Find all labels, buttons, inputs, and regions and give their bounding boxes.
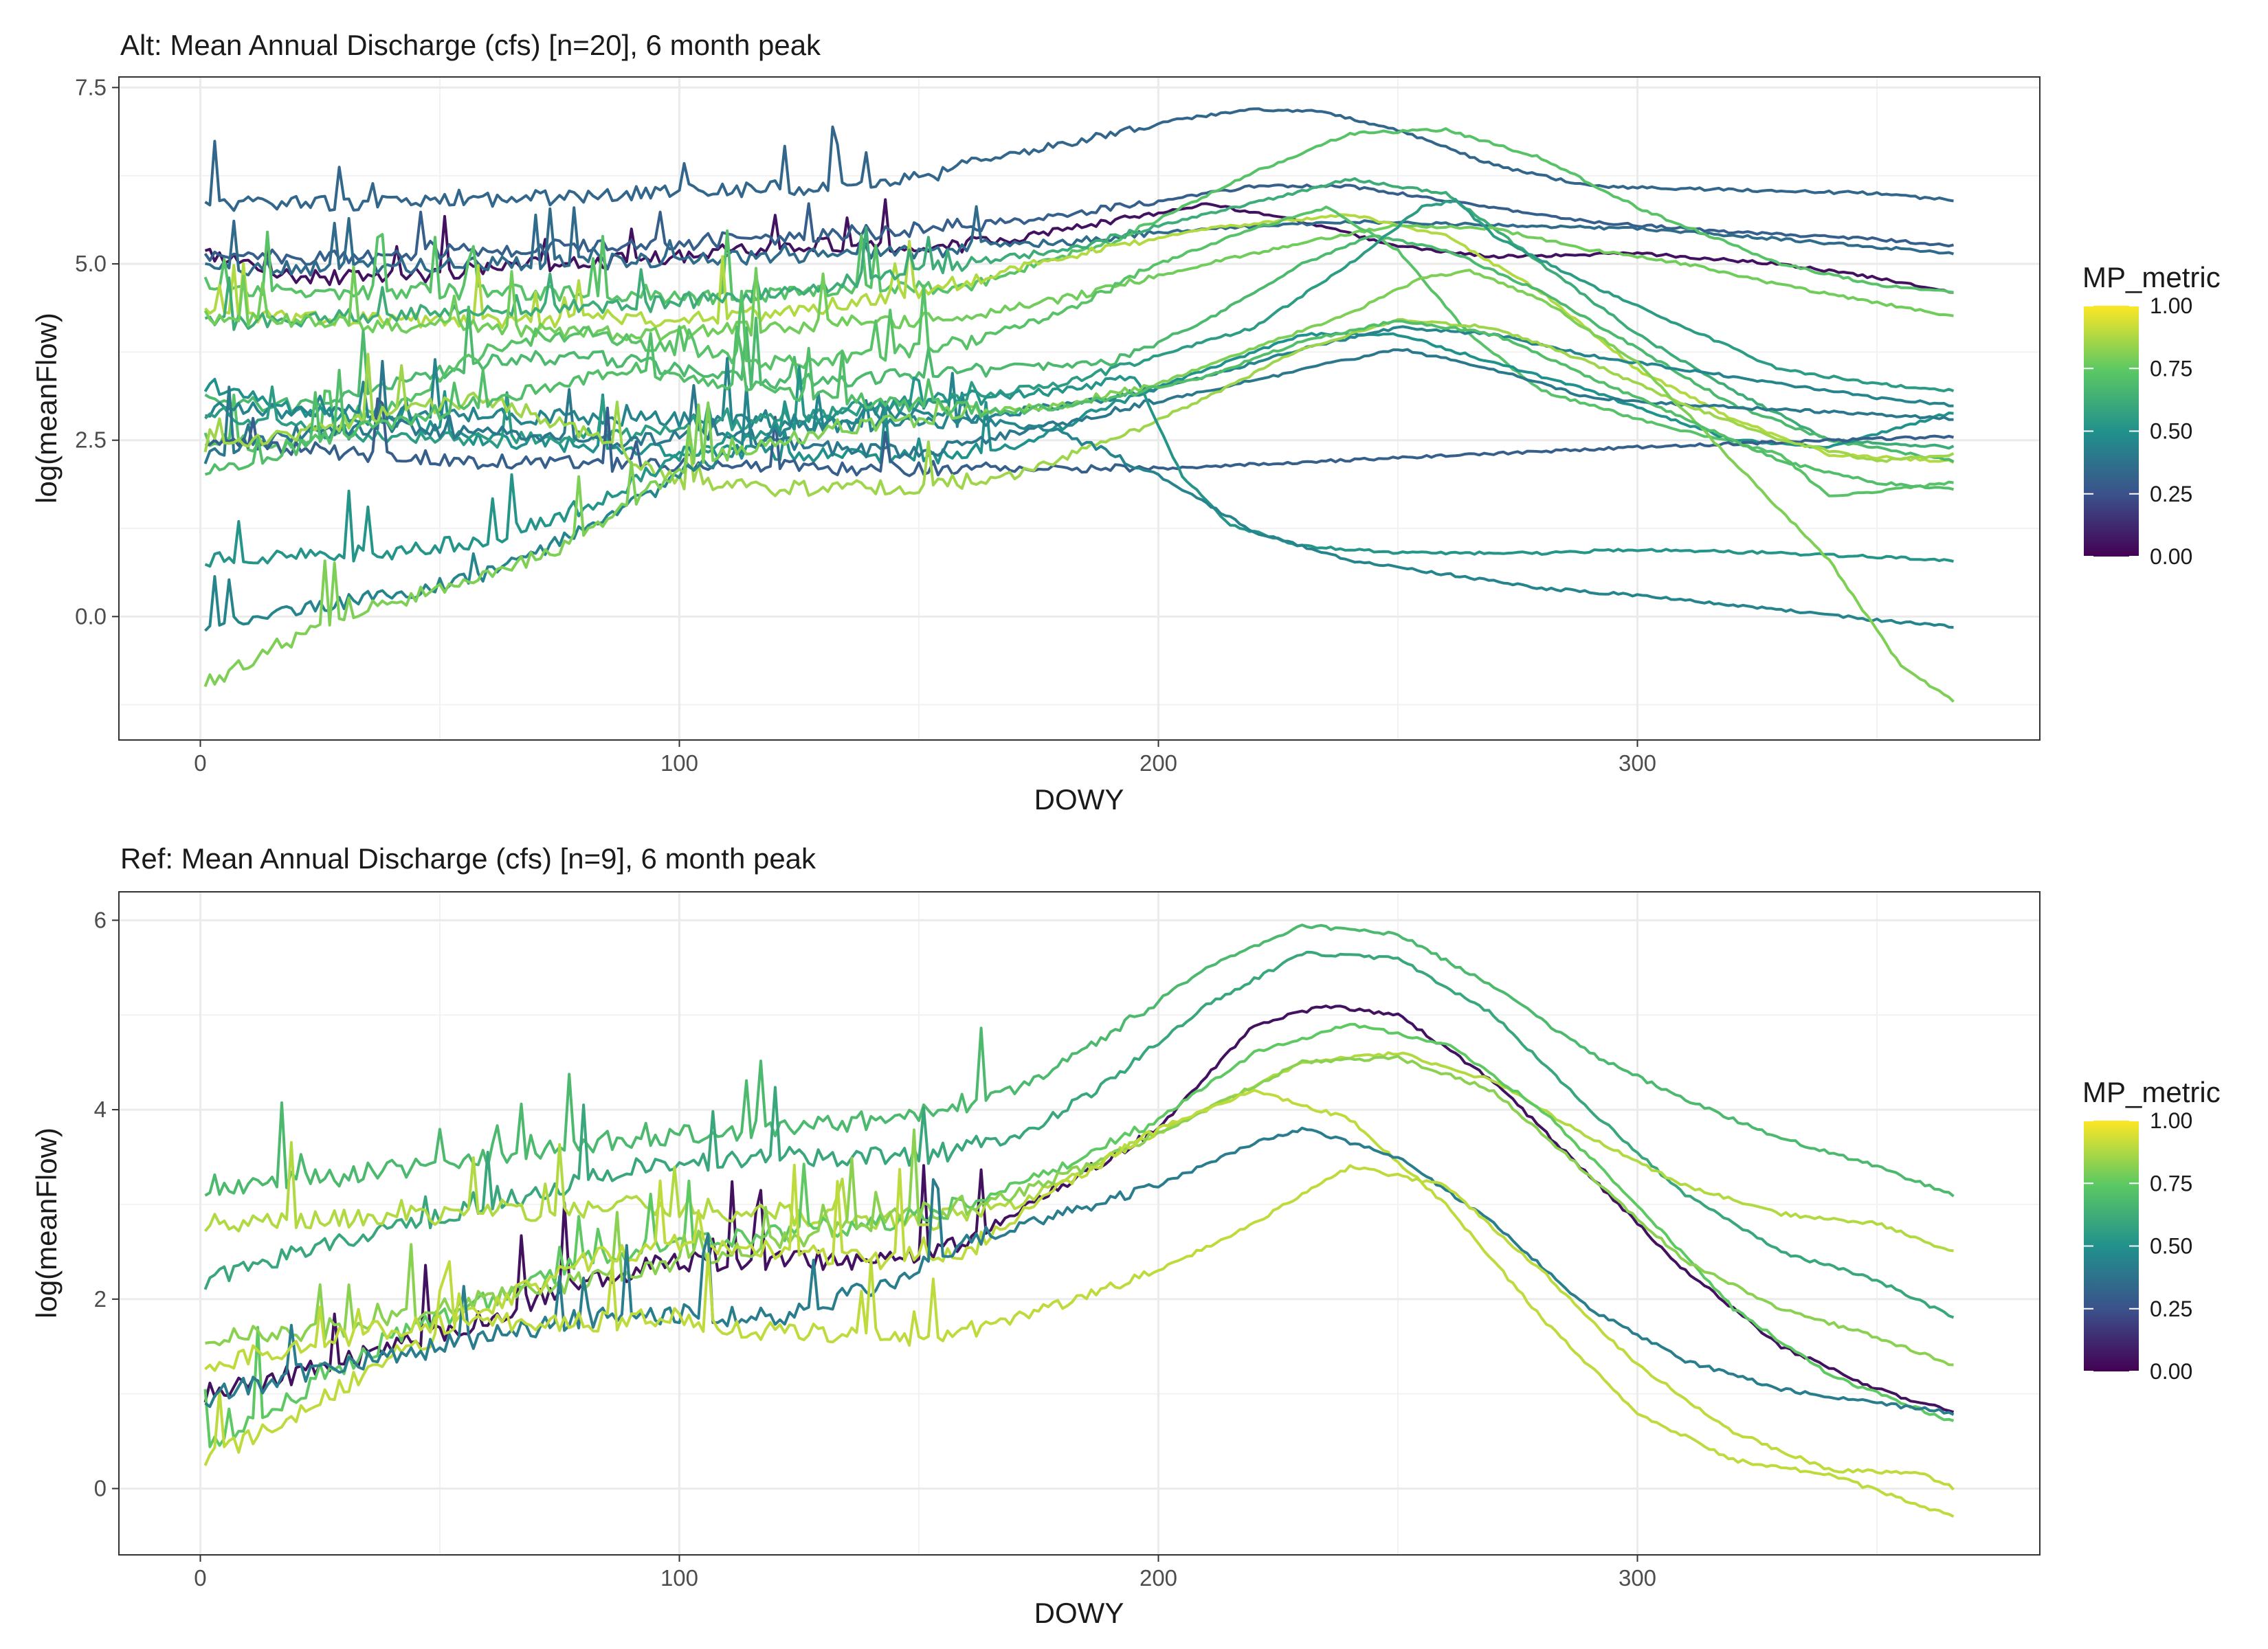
series-line xyxy=(204,319,1955,491)
x-tick-label: 0 xyxy=(194,1565,206,1591)
colorbar-ticks: 1.00 0.75 0.50 0.25 0.00 xyxy=(2084,1108,2192,1384)
y-tick-label: 0 xyxy=(94,1476,107,1501)
series-line xyxy=(204,923,1955,1198)
series-line xyxy=(203,183,1954,266)
chart-title: Alt: Mean Annual Discharge (cfs) [n=20],… xyxy=(120,29,821,61)
x-axis: 0 100 200 300 xyxy=(194,740,1656,776)
colorbar-tick-label: 1.00 xyxy=(2150,1108,2192,1133)
colorbar-tick-label: 0.50 xyxy=(2150,1234,2192,1259)
series-line xyxy=(205,397,1954,478)
plot-border xyxy=(118,76,2041,741)
y-tick-label: 7.5 xyxy=(75,74,107,100)
chart-panel-ref: Ref: Mean Annual Discharge (cfs) [n=9], … xyxy=(30,842,2221,1629)
x-tick-label: 100 xyxy=(660,1565,698,1591)
x-tick-label: 300 xyxy=(1619,750,1656,776)
colorbar-tick-label: 1.00 xyxy=(2150,293,2192,318)
series-line xyxy=(203,1088,1955,1518)
y-axis: 0.0 2.5 5.0 7.5 xyxy=(75,74,119,629)
y-tick-label: 0.0 xyxy=(75,603,107,629)
chart-panel-alt: Alt: Mean Annual Discharge (cfs) [n=20],… xyxy=(30,29,2221,816)
series-line xyxy=(204,198,1954,294)
colorbar-tick-label: 0.75 xyxy=(2150,1171,2192,1196)
y-axis: 0 2 4 6 xyxy=(94,907,119,1501)
chart-title: Ref: Mean Annual Discharge (cfs) [n=9], … xyxy=(120,842,816,875)
series-line xyxy=(204,1164,1955,1491)
legend-title: MP_metric xyxy=(2082,1076,2221,1108)
series-line xyxy=(203,223,1954,342)
series-line xyxy=(204,213,1955,464)
y-axis-title: log(meanFlow) xyxy=(30,1128,63,1319)
series-line xyxy=(203,348,1954,464)
x-axis-title: DOWY xyxy=(1034,783,1124,816)
series-line xyxy=(203,317,1955,497)
colorbar-legend: MP_metric 1.00 0.75 0.50 0.25 0.00 xyxy=(2082,261,2221,569)
series-line xyxy=(204,107,1954,212)
series-line xyxy=(203,1051,1954,1253)
colorbar-tick-label: 0.25 xyxy=(2150,482,2192,506)
colorbar-tick-label: 0.00 xyxy=(2150,1359,2192,1384)
series-line xyxy=(204,1126,1955,1416)
colorbar-legend: MP_metric 1.00 0.75 0.50 0.25 0.00 xyxy=(2082,1076,2221,1384)
series-line xyxy=(203,950,1955,1319)
x-tick-label: 0 xyxy=(194,750,206,776)
series-line xyxy=(204,198,1955,449)
x-axis-title: DOWY xyxy=(1034,1597,1124,1629)
series-line xyxy=(203,205,1954,497)
y-axis-title: log(meanFlow) xyxy=(30,313,63,504)
y-tick-label: 2.5 xyxy=(75,427,107,453)
plot-border xyxy=(118,891,2041,1556)
x-tick-label: 300 xyxy=(1619,1565,1656,1591)
series-line xyxy=(205,205,1955,277)
y-tick-label: 2 xyxy=(94,1286,107,1312)
series-line xyxy=(203,127,1954,306)
series-line xyxy=(204,177,1955,450)
y-tick-label: 6 xyxy=(94,907,107,932)
colorbar-tick-label: 0.75 xyxy=(2150,356,2192,381)
series-line xyxy=(204,365,1954,568)
colorbar-ticks: 1.00 0.75 0.50 0.25 0.00 xyxy=(2084,293,2192,569)
x-tick-label: 200 xyxy=(1139,1565,1177,1591)
legend-title: MP_metric xyxy=(2082,261,2221,293)
colorbar-tick-label: 0.00 xyxy=(2150,544,2192,569)
colorbar-tick-label: 0.25 xyxy=(2150,1297,2192,1321)
y-tick-label: 4 xyxy=(94,1097,107,1122)
x-tick-label: 200 xyxy=(1139,750,1177,776)
colorbar-tick-label: 0.50 xyxy=(2150,419,2192,444)
series-line xyxy=(204,234,1955,463)
y-tick-label: 5.0 xyxy=(75,251,107,276)
series-lines xyxy=(203,107,1955,703)
x-axis: 0 100 200 300 xyxy=(194,1555,1656,1591)
series-lines xyxy=(203,923,1955,1518)
x-tick-label: 100 xyxy=(660,750,698,776)
